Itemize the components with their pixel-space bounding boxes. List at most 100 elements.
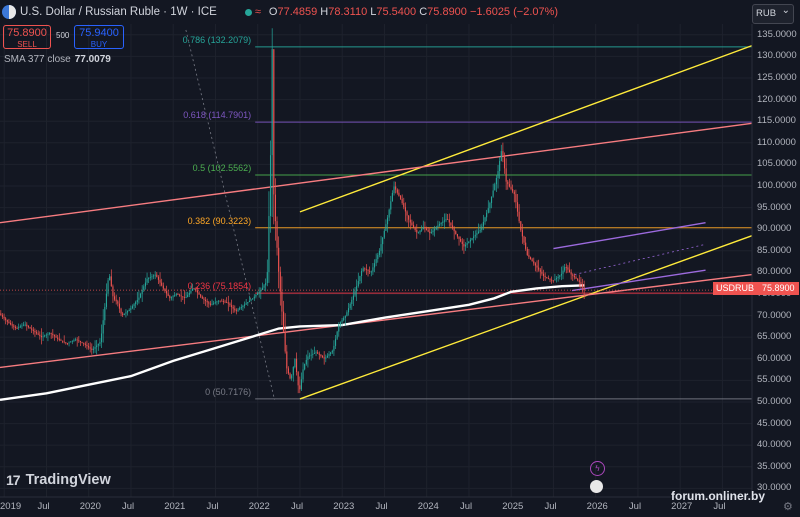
candle-body bbox=[287, 368, 289, 374]
candle-body bbox=[468, 241, 470, 244]
candle-body bbox=[291, 375, 293, 379]
event-lightning-icon[interactable]: ϟ bbox=[590, 461, 605, 476]
candle-body bbox=[19, 326, 21, 328]
candle-body bbox=[130, 308, 132, 310]
candle-body bbox=[385, 224, 387, 231]
market-status-icon[interactable] bbox=[244, 8, 252, 16]
candle-body bbox=[393, 186, 395, 193]
price-tick-label: 90.0000 bbox=[757, 223, 792, 235]
candle-body bbox=[419, 230, 421, 233]
candle-body bbox=[209, 303, 211, 305]
candle-body bbox=[157, 276, 159, 280]
candle-body bbox=[542, 273, 545, 276]
candle-body bbox=[125, 312, 127, 314]
data-feed-icon[interactable]: ≈ bbox=[254, 6, 261, 18]
fib-level-label: 0.382 (90.3223) bbox=[187, 215, 252, 226]
candle-body bbox=[0, 313, 2, 316]
candle-body bbox=[268, 216, 270, 273]
candle-body bbox=[195, 288, 197, 291]
candle-body bbox=[360, 271, 363, 277]
candle-body bbox=[190, 290, 192, 293]
candle-body bbox=[508, 184, 510, 187]
candle-body bbox=[469, 239, 471, 242]
quantity-field[interactable]: 500 bbox=[56, 31, 70, 40]
price-tick-label: 60.0000 bbox=[757, 352, 792, 364]
candle-body bbox=[248, 300, 250, 303]
candle-body bbox=[338, 324, 340, 332]
candle-body bbox=[526, 248, 528, 256]
price-tag-value: 75.8900 bbox=[762, 283, 795, 293]
candle-body bbox=[341, 320, 343, 323]
candle-body bbox=[549, 278, 551, 280]
candle-body bbox=[138, 297, 140, 300]
candle-body bbox=[143, 286, 145, 291]
price-tick-label: 80.0000 bbox=[757, 266, 792, 278]
settings-icon[interactable]: ⚙ bbox=[783, 501, 793, 513]
time-tick-label: Jul bbox=[121, 501, 135, 512]
candle-body bbox=[525, 242, 527, 249]
candle-body bbox=[213, 303, 215, 304]
candle-body bbox=[156, 274, 158, 277]
candle-body bbox=[14, 326, 17, 329]
candle-body bbox=[399, 195, 402, 199]
candle-body bbox=[580, 281, 582, 284]
candle-body bbox=[253, 296, 255, 299]
candle-body bbox=[113, 296, 116, 300]
candle-body bbox=[396, 189, 398, 193]
candle-body bbox=[260, 289, 262, 292]
candle-body bbox=[133, 304, 135, 307]
time-tick-label: Jul bbox=[290, 501, 304, 512]
candle-body bbox=[487, 208, 489, 213]
candle-body bbox=[416, 230, 418, 233]
candle-body bbox=[473, 236, 475, 239]
candle-body bbox=[96, 345, 98, 348]
candle-body bbox=[188, 292, 190, 295]
time-tick-label: 2024 bbox=[417, 501, 439, 512]
buy-button[interactable]: 75.9400 BUY bbox=[74, 25, 124, 49]
candle-body bbox=[269, 155, 272, 216]
currency-select[interactable]: RUB bbox=[752, 2, 794, 24]
candle-body bbox=[44, 335, 46, 337]
candle-body bbox=[528, 255, 530, 258]
sell-button[interactable]: 75.8900 SELL bbox=[3, 25, 51, 49]
candle-body bbox=[276, 221, 278, 248]
candle-body bbox=[73, 339, 75, 341]
symbol-title[interactable]: U.S. Dollar / Russian Ruble · 1W · ICE bbox=[20, 6, 217, 18]
candle-body bbox=[391, 192, 393, 202]
candle-body bbox=[552, 280, 554, 282]
candle-body bbox=[359, 276, 361, 282]
candle-body bbox=[320, 354, 322, 357]
candle-body bbox=[562, 270, 564, 274]
time-tick-label: 2026 bbox=[586, 501, 608, 512]
candle-body bbox=[266, 272, 268, 284]
candle-body bbox=[235, 310, 237, 312]
candle-body bbox=[304, 364, 306, 370]
time-tick-label: 2027 bbox=[671, 501, 693, 512]
candle-body bbox=[370, 271, 372, 273]
price-tick-label: 50.0000 bbox=[757, 395, 792, 407]
candle-body bbox=[375, 259, 377, 264]
candle-body bbox=[112, 286, 114, 297]
candle-body bbox=[281, 291, 283, 312]
candle-body bbox=[162, 285, 164, 289]
candle-body bbox=[226, 302, 228, 303]
candle-body bbox=[261, 287, 263, 290]
candle-body bbox=[438, 224, 441, 226]
price-tick-label: 35.0000 bbox=[757, 460, 792, 472]
candle-body bbox=[352, 295, 354, 300]
candle-body bbox=[408, 215, 410, 220]
candle-body bbox=[336, 331, 338, 339]
candle-body bbox=[401, 198, 403, 204]
candle-body bbox=[521, 230, 523, 237]
candle-body bbox=[344, 315, 346, 319]
tradingview-logo[interactable]: 17 TradingView bbox=[6, 472, 111, 488]
candle-body bbox=[512, 189, 514, 192]
candle-body bbox=[364, 268, 366, 270]
event-us-flag-icon[interactable] bbox=[590, 480, 603, 493]
candle-body bbox=[78, 340, 80, 342]
sma-legend[interactable]: SMA 377 close 77.0079 bbox=[4, 54, 111, 65]
candle-body bbox=[167, 293, 169, 296]
candle-body bbox=[474, 234, 476, 237]
trendline-upper bbox=[0, 122, 753, 224]
